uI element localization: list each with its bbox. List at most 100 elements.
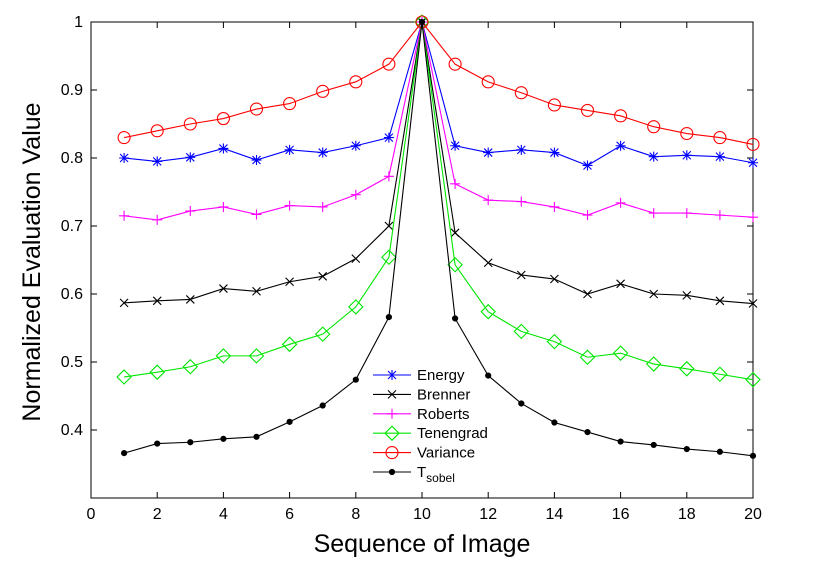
x-tick-label: 6 xyxy=(285,506,294,523)
data-point xyxy=(649,289,659,299)
data-point xyxy=(284,144,295,155)
data-point xyxy=(119,298,129,308)
data-point xyxy=(119,210,130,221)
legend-item: Tenengrad xyxy=(373,425,488,442)
data-point xyxy=(385,314,392,321)
data-point xyxy=(381,249,397,266)
data-point xyxy=(185,295,195,304)
data-point xyxy=(318,271,328,281)
legend-label: Roberts xyxy=(417,406,470,423)
legend-marker xyxy=(387,370,397,380)
x-tick-label: 2 xyxy=(153,506,162,523)
data-point xyxy=(185,206,196,217)
data-point xyxy=(514,86,528,100)
y-tick-label: 0.9 xyxy=(61,82,83,99)
data-point xyxy=(450,140,461,151)
legend-label-text: Roberts xyxy=(417,406,470,423)
data-point xyxy=(450,178,461,189)
data-point xyxy=(582,160,593,171)
y-tick-label: 0.4 xyxy=(61,422,83,439)
data-point xyxy=(382,57,396,71)
data-point xyxy=(583,289,592,299)
data-point xyxy=(480,303,496,320)
data-point xyxy=(121,450,128,457)
legend-label: Tsobel xyxy=(417,464,455,485)
data-point xyxy=(286,418,293,425)
series-tsobel xyxy=(121,18,757,459)
data-point xyxy=(614,109,628,123)
legend-label: Variance xyxy=(417,445,475,462)
legend-item: Energy xyxy=(373,367,465,384)
data-point xyxy=(152,214,163,225)
data-point xyxy=(550,274,559,284)
data-point xyxy=(713,131,727,145)
data-point xyxy=(516,196,527,207)
data-point xyxy=(481,75,495,89)
data-point xyxy=(546,333,563,350)
data-point xyxy=(349,75,363,89)
data-point xyxy=(414,14,430,30)
data-point xyxy=(119,153,130,163)
y-tick-label: 1 xyxy=(74,14,83,31)
y-tick-label: 0.6 xyxy=(61,286,83,303)
data-point xyxy=(679,361,695,377)
data-point xyxy=(183,117,197,131)
data-point xyxy=(650,441,657,449)
legend-label-subscript: sobel xyxy=(426,471,455,485)
data-point xyxy=(580,103,595,117)
data-point xyxy=(447,256,463,273)
x-tick-label: 8 xyxy=(351,506,360,523)
data-point xyxy=(218,143,229,154)
series-brenner xyxy=(119,17,758,308)
data-point xyxy=(352,376,359,383)
legend-label-text: Variance xyxy=(417,445,475,462)
data-point xyxy=(681,208,692,219)
series-line xyxy=(124,21,754,305)
x-tick-label: 4 xyxy=(219,506,228,523)
legend-label-text: Energy xyxy=(417,367,465,384)
data-point xyxy=(351,254,361,264)
y-axis-label: Normalized Evaluation Value xyxy=(18,102,46,421)
data-point xyxy=(281,336,298,353)
x-tick-label: 14 xyxy=(546,506,564,523)
data-point xyxy=(149,364,165,380)
data-point xyxy=(319,402,326,409)
legend-item: Brenner xyxy=(373,386,470,403)
data-point xyxy=(350,140,361,151)
legend: Energy Brenner Roberts Tenengrad Variance Tso… xyxy=(366,364,488,488)
data-point xyxy=(448,57,462,71)
data-point xyxy=(284,200,295,211)
data-point xyxy=(749,452,757,459)
data-point xyxy=(516,270,526,280)
data-point xyxy=(116,369,132,385)
data-point xyxy=(152,156,163,167)
legend-marker xyxy=(387,390,397,399)
data-point xyxy=(215,348,232,364)
data-point xyxy=(415,15,429,29)
data-point xyxy=(185,152,196,163)
legend-marker xyxy=(387,408,397,419)
y-tick-label: 0.7 xyxy=(61,218,83,235)
data-point xyxy=(716,448,724,455)
data-point xyxy=(612,345,629,361)
x-tick-label: 12 xyxy=(479,506,497,523)
data-point xyxy=(748,157,758,168)
data-point xyxy=(680,126,694,141)
data-point xyxy=(248,348,265,364)
data-point xyxy=(152,296,162,306)
series-energy xyxy=(119,17,758,171)
data-point xyxy=(714,210,725,221)
data-point xyxy=(483,258,493,268)
data-point xyxy=(648,151,659,162)
data-point xyxy=(551,419,558,426)
legend-label-text: Tenengrad xyxy=(417,425,488,442)
legend-marker xyxy=(385,446,399,460)
data-point xyxy=(714,151,725,162)
data-point xyxy=(648,208,659,219)
data-point xyxy=(579,349,596,366)
y-tick-label: 0.5 xyxy=(61,354,83,371)
series-line xyxy=(124,21,754,221)
data-point xyxy=(384,221,394,231)
data-point xyxy=(584,428,591,436)
